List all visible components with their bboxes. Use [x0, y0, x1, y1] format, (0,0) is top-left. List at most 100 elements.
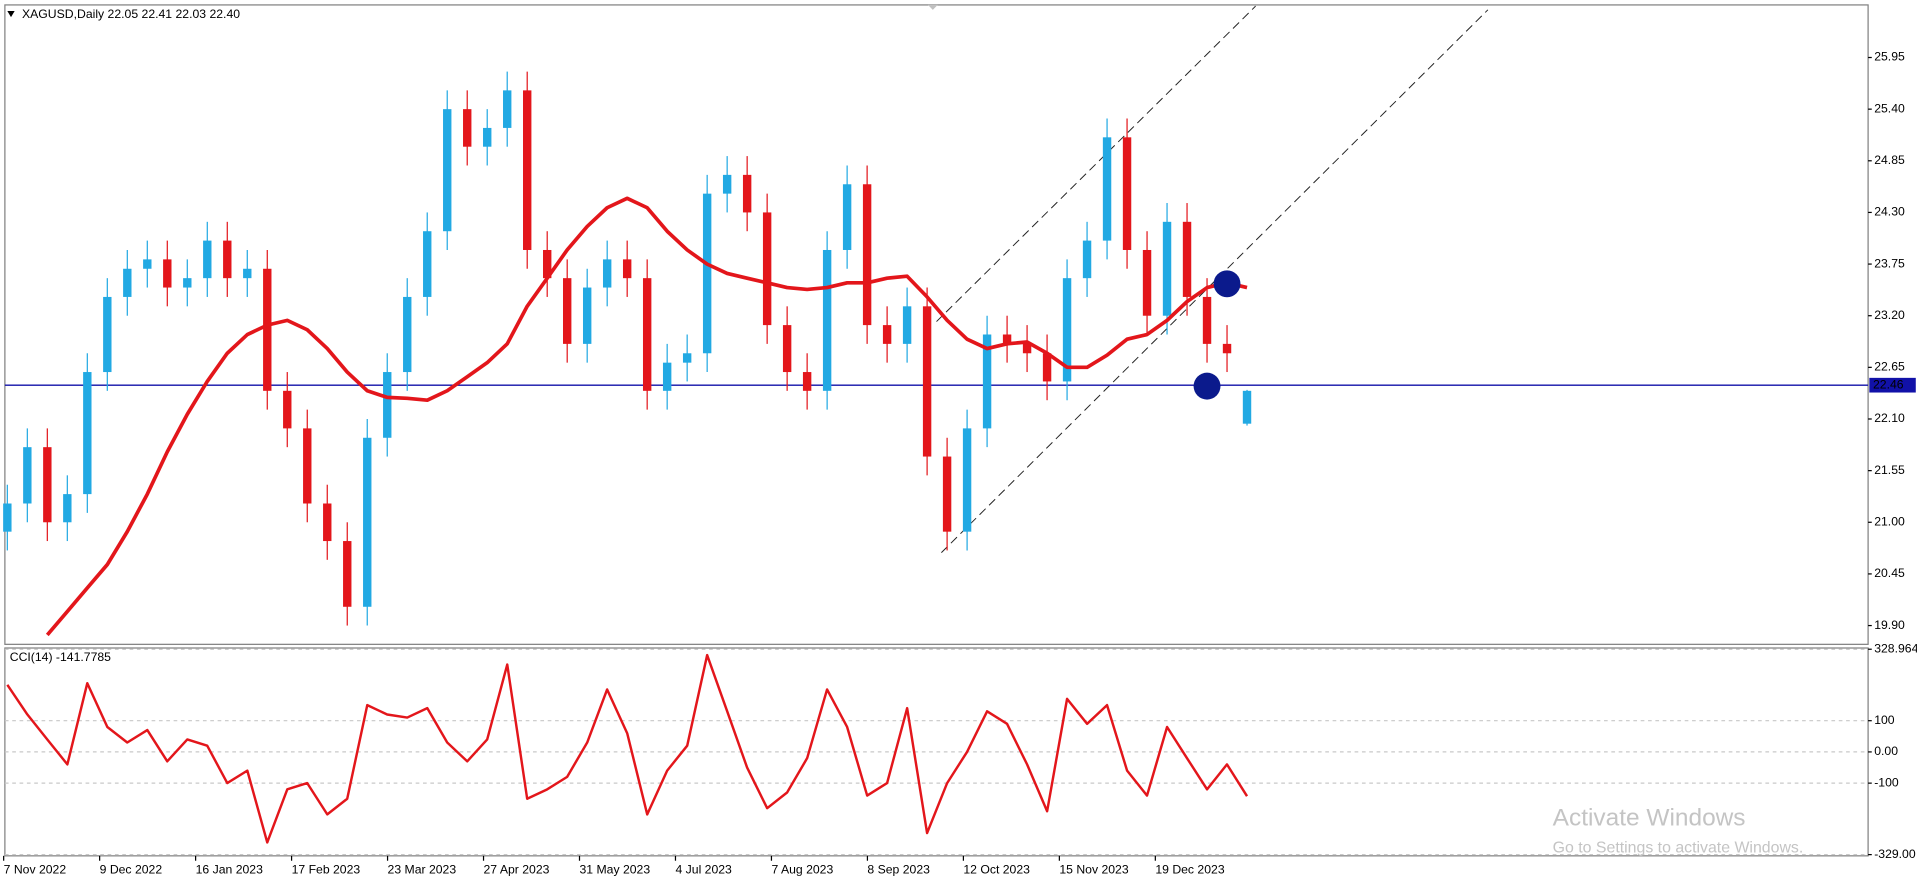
- candle-body: [163, 259, 172, 288]
- candle-body: [742, 174, 752, 213]
- watermark-title: Activate Windows: [1553, 805, 1746, 832]
- candle-body: [63, 494, 72, 523]
- candle-body: [543, 249, 552, 279]
- candle-body: [523, 90, 532, 250]
- candle-body: [343, 541, 352, 607]
- candle-body: [283, 390, 292, 429]
- cci-title: CCI(14) -141.7785: [10, 650, 111, 664]
- candle-body: [423, 231, 432, 297]
- x-tick-label: 19 Dec 2023: [1155, 863, 1224, 877]
- candle-body: [1122, 137, 1132, 250]
- candle-body: [682, 353, 692, 363]
- y-tick-label: 100: [1874, 713, 1895, 727]
- candle-body: [83, 372, 92, 495]
- candle-body: [602, 259, 612, 288]
- candle-body: [443, 109, 452, 232]
- candle-body: [1162, 221, 1172, 316]
- candle-body: [982, 334, 992, 429]
- candle-body: [1022, 343, 1032, 354]
- x-tick-label: 31 May 2023: [580, 863, 651, 877]
- y-tick-label: 24.85: [1874, 153, 1905, 167]
- signal-marker: [1213, 270, 1241, 298]
- y-tick-label: 19.90: [1874, 618, 1905, 632]
- menu-triangle: [7, 11, 15, 18]
- candle-body: [1202, 296, 1212, 344]
- candle-body: [1002, 334, 1012, 344]
- candle-body: [3, 503, 12, 532]
- candle-body: [263, 268, 272, 391]
- x-tick-label: 7 Nov 2022: [4, 863, 67, 877]
- candle-body: [123, 268, 132, 297]
- candle-body: [562, 278, 572, 344]
- candle-body: [1042, 353, 1052, 382]
- moving-average: [45, 196, 1248, 637]
- y-tick-label: 23.20: [1874, 308, 1905, 322]
- x-tick-label: 9 Dec 2022: [100, 863, 163, 877]
- candle-body: [323, 503, 332, 542]
- x-tick-label: 23 Mar 2023: [388, 863, 457, 877]
- candle-body: [582, 287, 592, 344]
- x-tick-label: 7 Aug 2023: [771, 863, 833, 877]
- candle-body: [902, 306, 912, 344]
- candle-body: [503, 90, 512, 128]
- candle-body: [882, 325, 892, 344]
- candle-body: [622, 259, 632, 279]
- price-title: XAGUSD,Daily 22.05 22.41 22.03 22.40: [22, 7, 240, 21]
- y-tick-label: 328.964: [1874, 641, 1917, 655]
- y-tick-label: 25.95: [1874, 50, 1905, 64]
- candle-body: [43, 447, 52, 523]
- y-tick-label: 24.30: [1874, 205, 1905, 219]
- candle-body: [662, 362, 672, 391]
- y-tick-label: 22.65: [1874, 360, 1905, 374]
- candle-body: [762, 212, 772, 326]
- candle-body: [463, 109, 472, 147]
- x-tick-label: 16 Jan 2023: [196, 863, 263, 877]
- current-price-box: [1869, 377, 1916, 393]
- candle-body: [1182, 221, 1192, 297]
- x-tick-label: 15 Nov 2023: [1059, 863, 1128, 877]
- y-tick-label: -100: [1874, 775, 1899, 789]
- candle-body: [1142, 249, 1152, 316]
- scroll-marker: [927, 4, 938, 10]
- candle-body: [403, 296, 412, 373]
- candle-body: [243, 268, 252, 279]
- candle-body: [842, 184, 852, 250]
- candle-body: [363, 437, 372, 607]
- candle-body: [183, 278, 192, 288]
- x-tick-label: 27 Apr 2023: [484, 863, 550, 877]
- candle-body: [962, 428, 972, 532]
- candle-body: [722, 174, 732, 194]
- y-tick-label: 20.45: [1874, 566, 1905, 580]
- current-price-label: 22.46: [1873, 377, 1904, 391]
- x-tick-label: 8 Sep 2023: [867, 863, 930, 877]
- candle-body: [1242, 390, 1252, 424]
- candle-body: [383, 372, 392, 438]
- candle-body: [1062, 278, 1072, 382]
- cci-line: [6, 653, 1249, 844]
- x-tick-label: 4 Jul 2023: [675, 863, 732, 877]
- y-tick-label: 0.00: [1874, 744, 1898, 758]
- y-tick-label: 23.75: [1874, 256, 1905, 270]
- candle-body: [1222, 343, 1232, 354]
- watermark-subtitle: Go to Settings to activate Windows.: [1553, 840, 1804, 857]
- candle-body: [203, 240, 212, 279]
- x-tick-label: 17 Feb 2023: [292, 863, 361, 877]
- candle-body: [802, 372, 812, 391]
- candle-body: [642, 278, 652, 391]
- y-tick-label: 21.00: [1874, 515, 1905, 529]
- y-tick-label: 21.55: [1874, 463, 1905, 477]
- candle-body: [143, 259, 152, 269]
- channel: [936, 5, 1489, 553]
- candle-body: [782, 325, 792, 373]
- candle-body: [822, 249, 832, 391]
- candle-body: [702, 193, 712, 354]
- channel-lower: [941, 9, 1489, 553]
- candle-body: [862, 184, 872, 326]
- candle-body: [303, 428, 312, 504]
- candle-body: [1082, 240, 1092, 279]
- candle-body: [23, 447, 32, 504]
- y-tick-label: 22.10: [1874, 411, 1905, 425]
